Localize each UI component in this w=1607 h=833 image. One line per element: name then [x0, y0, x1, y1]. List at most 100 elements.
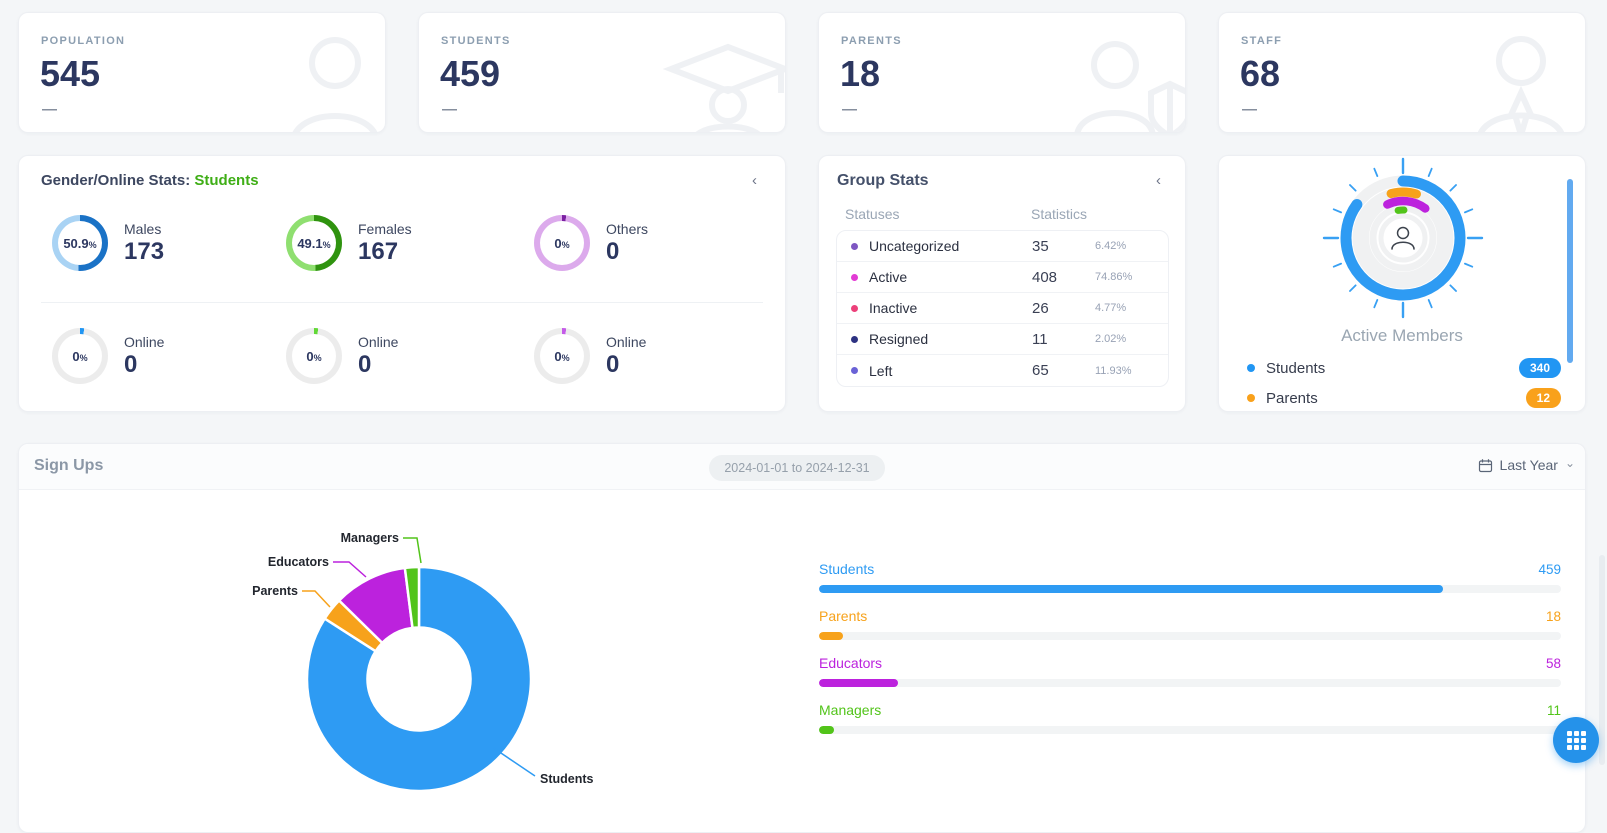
online-ring-chart: 0%: [286, 328, 342, 384]
gender-label: Females: [358, 220, 412, 237]
table-row: Active 408 74.86%: [837, 262, 1168, 293]
bar-label: Parents: [819, 608, 868, 624]
gender-value: 167: [358, 237, 399, 265]
ring-percent: 0: [554, 235, 562, 251]
table-row: Left 65 11.93%: [837, 355, 1168, 386]
sign-ups-title: Sign Ups: [34, 457, 104, 474]
parent-shield-icon: [1063, 23, 1185, 132]
table-row: Resigned 11 2.02%: [837, 324, 1168, 355]
bar-row-managers: Managers 11: [819, 702, 1561, 734]
bar-row-educators: Educators 58: [819, 655, 1561, 687]
stat-card-staff: STAFF 68 —: [1218, 12, 1586, 133]
online-ring-chart: 0%: [52, 328, 108, 384]
column-header-statistics: Statistics: [1031, 206, 1088, 222]
grid-icon: [1566, 730, 1586, 750]
count-badge: 12: [1525, 388, 1561, 408]
status-label: Inactive: [869, 300, 918, 316]
bar-value: 58: [1545, 656, 1561, 671]
percent-symbol: %: [561, 239, 570, 250]
gender-label: Others: [606, 220, 649, 237]
date-range-selector[interactable]: Last Year ⌄: [1478, 456, 1575, 473]
status-percent: 4.77%: [1095, 302, 1127, 314]
sign-ups-header: Sign Ups 2024-01-01 to 2024-12-31 Last Y…: [19, 444, 1585, 490]
gender-label: Males: [124, 220, 162, 237]
legend-label: Students: [1266, 359, 1326, 377]
bar-label: Educators: [819, 655, 883, 671]
bar-track: [819, 726, 1561, 734]
online-label: Online: [124, 333, 165, 350]
page-scrollbar[interactable]: [1599, 555, 1605, 765]
bar-fill: [819, 585, 1444, 593]
bar-label: Managers: [819, 702, 882, 718]
stat-trend: —: [842, 101, 857, 118]
legend-item-students: Students 340: [1247, 358, 1561, 378]
donut-label-managers: Managers: [340, 531, 399, 545]
stat-trend: —: [442, 101, 457, 118]
percent-symbol: %: [88, 239, 97, 250]
stat-label: PARENTS: [841, 35, 902, 47]
gender-stats-title-highlight: Students: [194, 172, 259, 189]
bar-value: 459: [1538, 562, 1561, 577]
range-label: Last Year: [1499, 457, 1558, 473]
status-dot: [851, 367, 858, 374]
gender-stat-others: 0% Others 0: [534, 215, 648, 271]
status-dot: [851, 242, 858, 250]
stat-label: POPULATION: [41, 35, 126, 47]
online-stat-females: 0% Online 0: [286, 328, 398, 384]
bar-fill: [819, 679, 898, 687]
status-count: 11: [1032, 330, 1048, 348]
gauge-title: Active Members: [1341, 326, 1463, 345]
status-percent: 74.86%: [1095, 271, 1133, 283]
percent-symbol: %: [561, 352, 570, 363]
bar-fill: [819, 632, 844, 640]
online-stat-others: 0% Online 0: [534, 328, 646, 384]
status-count: 26: [1032, 299, 1049, 317]
sign-ups-card: Sign Ups 2024-01-01 to 2024-12-31 Last Y…: [18, 443, 1586, 833]
collapse-chevron-icon[interactable]: ‹: [1156, 172, 1161, 189]
stat-label: STUDENTS: [441, 35, 511, 47]
percent-symbol: %: [79, 352, 88, 363]
person-icon: [1391, 226, 1415, 250]
stat-card-parents: PARENTS 18 —: [818, 12, 1186, 133]
gender-value: 173: [124, 237, 165, 265]
status-dot: [851, 335, 858, 343]
collapse-chevron-icon[interactable]: ‹: [752, 172, 757, 189]
stat-card-students: STUDENTS 459 —: [418, 12, 786, 133]
status-label: Left: [869, 362, 893, 379]
group-stats-card: Group Stats ‹ Statuses Statistics Uncate…: [818, 155, 1186, 412]
gender-online-stats-card: Gender/Online Stats: Students ‹ 50.9% Ma…: [18, 155, 786, 412]
status-dot: [851, 273, 858, 281]
gender-stats-title: Gender/Online Stats:: [41, 172, 191, 189]
bar-value: 18: [1545, 609, 1561, 624]
active-members-card: Active Members Students 340 Parents 12: [1218, 155, 1586, 412]
percent-symbol: %: [313, 352, 322, 363]
ring-percent: 0: [554, 348, 562, 364]
stat-value: 18: [840, 53, 881, 94]
chevron-down-icon: ⌄: [1564, 456, 1575, 470]
card-scrollbar[interactable]: [1567, 179, 1573, 363]
online-stat-males: 0% Online 0: [52, 328, 164, 384]
divider: [41, 302, 763, 303]
online-label: Online: [606, 333, 647, 350]
bar-label: Students: [819, 561, 875, 577]
calendar-icon: [1478, 458, 1492, 472]
group-stats-title: Group Stats: [837, 172, 929, 189]
males-ring-chart: 50.9%: [52, 215, 108, 271]
stat-trend: —: [42, 101, 57, 118]
females-ring-chart: 49.1%: [286, 215, 342, 271]
status-percent: 11.93%: [1095, 364, 1132, 377]
donut-label-educators: Educators: [267, 555, 329, 569]
active-members-gauge-chart: [1322, 157, 1484, 319]
stat-value: 68: [1240, 53, 1281, 94]
count-badge: 340: [1518, 358, 1561, 378]
status-percent: 2.02%: [1095, 333, 1127, 345]
status-dot: [851, 304, 858, 312]
grid-menu-button[interactable]: [1553, 717, 1599, 763]
date-range-pill: 2024-01-01 to 2024-12-31: [709, 455, 885, 481]
card-title: Gender/Online Stats: Students: [41, 172, 259, 189]
sign-ups-donut-chart: [305, 565, 533, 793]
online-label: Online: [358, 333, 399, 350]
stat-label: STAFF: [1241, 35, 1283, 47]
percent-symbol: %: [322, 239, 331, 250]
bar-row-students: Students 459: [819, 561, 1561, 593]
